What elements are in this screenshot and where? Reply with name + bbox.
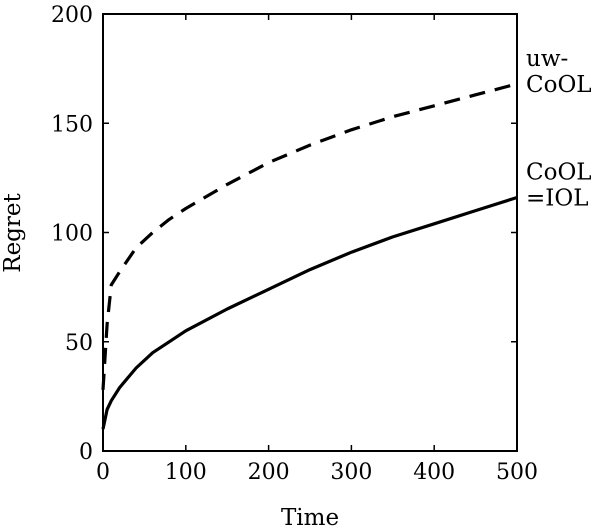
x-tick-label: 200 xyxy=(248,460,290,485)
x-tick-label: 100 xyxy=(165,460,207,485)
series-label-1-line-0: CoOL xyxy=(526,160,592,186)
series-label-0-line-0: uw- xyxy=(526,46,568,72)
y-tick-label: 150 xyxy=(51,112,93,137)
series-label-0-line-1: CoOL xyxy=(526,72,592,98)
y-axis-title: Regret xyxy=(0,193,26,273)
y-tick-label: 50 xyxy=(65,331,93,356)
ticks-layer: 0 100 200 300 400 500 0 50 100 150 200 xyxy=(51,3,538,485)
x-tick-label: 300 xyxy=(330,460,372,485)
series-line-1 xyxy=(101,195,518,430)
series-layer xyxy=(101,82,518,430)
x-tick-label: 500 xyxy=(496,460,538,485)
x-axis-title: Time xyxy=(281,505,339,531)
y-tick-label: 0 xyxy=(79,440,93,465)
series-line-0 xyxy=(101,82,518,390)
plot-frame xyxy=(102,13,518,452)
x-tick-label: 400 xyxy=(413,460,455,485)
series-label-1-line-1: =IOL xyxy=(526,186,589,212)
y-tick-label: 200 xyxy=(51,3,93,28)
y-tick-label: 100 xyxy=(51,222,93,247)
x-tick-label: 0 xyxy=(96,460,110,485)
